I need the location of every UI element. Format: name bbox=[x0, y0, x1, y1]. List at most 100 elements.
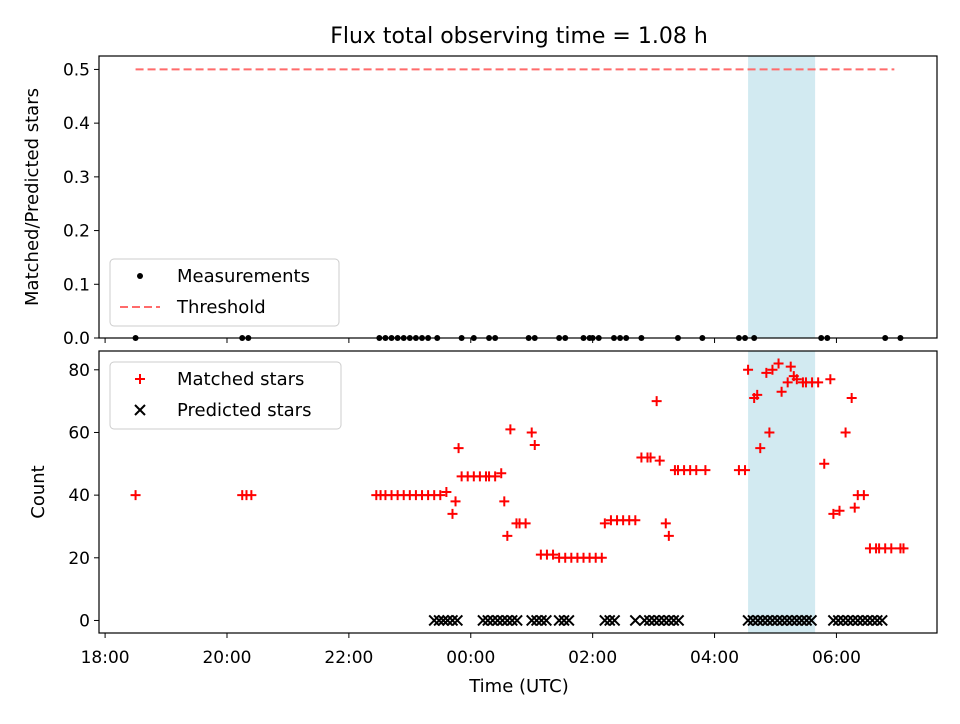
panel-frame-2 bbox=[98, 350, 938, 634]
predicted-star-point bbox=[477, 614, 489, 627]
predicted-star-point bbox=[604, 614, 616, 627]
x-tick-label: 02:00 bbox=[568, 648, 617, 668]
legend-marker bbox=[135, 374, 145, 384]
matched-star-point bbox=[441, 487, 452, 497]
highlight-span-panel-1 bbox=[748, 56, 816, 338]
y-tick-label: 0 bbox=[79, 611, 90, 631]
matched-star-point bbox=[813, 377, 824, 388]
matched-star-point bbox=[898, 543, 909, 554]
predicted-star-point bbox=[871, 614, 883, 627]
x-axis-label: Time (UTC) bbox=[468, 676, 569, 697]
predicted-star-point bbox=[653, 614, 665, 627]
matched-star-point bbox=[849, 502, 860, 513]
matched-star-point bbox=[776, 386, 787, 397]
matched-star-point bbox=[840, 427, 851, 438]
legend-marker bbox=[137, 273, 143, 279]
matched-star-point bbox=[450, 496, 461, 507]
predicted-star-point bbox=[540, 614, 553, 627]
matched-star-point bbox=[453, 443, 464, 454]
legend-label: Measurements bbox=[177, 266, 310, 287]
x-tick-label: 22:00 bbox=[324, 648, 373, 668]
predicted-star-point bbox=[563, 614, 575, 627]
x-tick-label: 06:00 bbox=[812, 648, 861, 668]
predicted-star-point bbox=[876, 614, 888, 627]
predicted-star-point bbox=[668, 614, 680, 627]
matched-star-point bbox=[499, 496, 510, 507]
predicted-star-point bbox=[827, 614, 840, 627]
predicted-star-point bbox=[441, 614, 454, 627]
matched-star-point bbox=[767, 364, 778, 375]
matched-star-point bbox=[435, 490, 446, 501]
predicted-star-point bbox=[491, 614, 504, 627]
predicted-star-point bbox=[771, 614, 784, 627]
predicted-star-point bbox=[842, 614, 854, 627]
chart-title: Flux total observing time = 1.08 h bbox=[330, 24, 708, 49]
predicted-star-point bbox=[761, 614, 774, 627]
matched-star-point bbox=[846, 393, 857, 403]
x-tick-label: 00:00 bbox=[446, 648, 495, 668]
predicted-star-point bbox=[437, 614, 450, 627]
predicted-star-point bbox=[800, 614, 813, 627]
matched-star-point bbox=[825, 374, 836, 385]
predicted-star-point bbox=[433, 614, 445, 627]
matched-star-point bbox=[700, 465, 711, 476]
matched-star-point bbox=[791, 374, 802, 385]
matched-star-point bbox=[529, 440, 540, 450]
bottom-y-axis-label: Count bbox=[28, 465, 49, 518]
matched-star-point bbox=[773, 358, 784, 369]
matched-star-point bbox=[691, 465, 702, 476]
matched-star-point bbox=[819, 458, 830, 469]
predicted-star-point bbox=[428, 614, 440, 627]
predicted-star-point bbox=[672, 614, 685, 627]
predicted-star-point bbox=[786, 614, 798, 627]
predicted-star-point bbox=[553, 614, 565, 627]
panel-2: 0 20 40 60 80 18:00 20:00 22:00 00:00 02:00 04:00 0… bbox=[68, 350, 938, 668]
y-tick-label: 0.5 bbox=[63, 60, 90, 80]
predicted-star-point bbox=[648, 614, 660, 627]
series-matched-stars bbox=[130, 358, 909, 563]
y-tick-label: 0.4 bbox=[63, 114, 90, 134]
matched-star-point bbox=[834, 505, 845, 516]
matched-star-point bbox=[651, 396, 662, 407]
matched-star-point bbox=[858, 490, 869, 501]
matched-star-point bbox=[490, 471, 501, 482]
y-tick-label: 60 bbox=[68, 423, 90, 443]
predicted-star-point bbox=[629, 614, 642, 627]
matched-star-point bbox=[740, 465, 751, 476]
predicted-star-point bbox=[795, 614, 808, 627]
predicted-star-point bbox=[766, 614, 779, 627]
matched-star-point bbox=[502, 530, 513, 541]
y-tick-label: 0.3 bbox=[63, 168, 90, 188]
predicted-star-point bbox=[530, 614, 543, 627]
matched-star-point bbox=[548, 549, 559, 560]
legend-box bbox=[109, 258, 340, 327]
matched-star-point bbox=[447, 508, 458, 519]
predicted-star-point bbox=[535, 614, 548, 627]
predicted-star-point bbox=[658, 614, 670, 627]
matched-star-point bbox=[599, 518, 610, 529]
predicted-star-point bbox=[638, 614, 651, 627]
predicted-star-point bbox=[446, 614, 459, 627]
predicted-star-point bbox=[599, 614, 611, 627]
predicted-star-point bbox=[856, 614, 869, 627]
matched-star-point bbox=[752, 389, 763, 400]
legend-label: Matched stars bbox=[177, 369, 304, 390]
x-tick-label: 18:00 bbox=[81, 648, 130, 668]
matched-star-point bbox=[630, 515, 641, 526]
matched-star-point bbox=[505, 424, 516, 435]
predicted-star-point bbox=[511, 614, 523, 627]
predicted-star-point bbox=[506, 614, 518, 627]
y-tick-label: 0.2 bbox=[63, 222, 90, 242]
predicted-star-point bbox=[805, 614, 818, 627]
matched-star-point bbox=[755, 443, 766, 454]
matched-star-point bbox=[645, 452, 656, 463]
top-y-axis-label: Matched/Predicted stars bbox=[22, 88, 43, 306]
predicted-star-point bbox=[643, 614, 656, 627]
matched-star-point bbox=[764, 427, 775, 438]
predicted-star-point bbox=[852, 614, 864, 627]
predicted-star-point bbox=[832, 614, 844, 627]
matched-star-point bbox=[520, 518, 531, 529]
predicted-star-point bbox=[747, 614, 759, 627]
